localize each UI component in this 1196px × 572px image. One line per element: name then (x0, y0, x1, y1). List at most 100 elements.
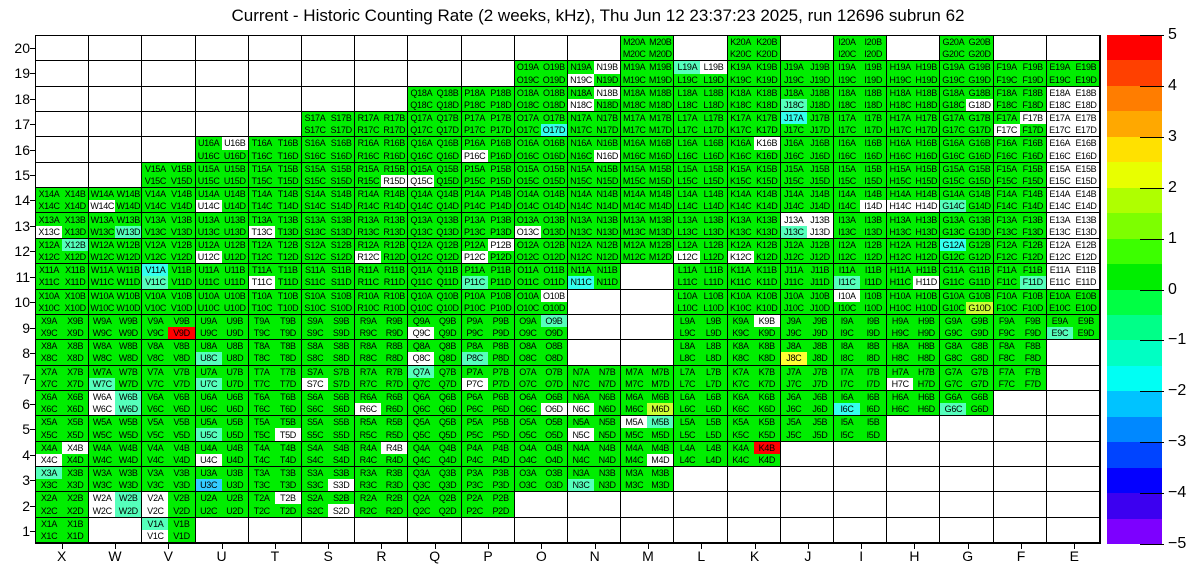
x-axis-label: V (163, 548, 173, 564)
grid-cell-N20 (568, 36, 622, 62)
grid-cell-F8: F8A F8B F8C F8D (993, 340, 1047, 366)
channel-label: T12A (248, 238, 275, 251)
channel-label: W4B (115, 441, 142, 454)
channel-label: P4D (487, 453, 514, 466)
grid-cell-K7: K7A K7B K7C K7D (727, 365, 781, 391)
channel-label: S8D (328, 352, 355, 365)
channel-label: S4B (328, 441, 355, 454)
channel-label: X12B (62, 238, 89, 251)
channel-label: R9A (355, 314, 382, 328)
channel-label: J10A (780, 289, 807, 302)
channel-label: H18C (887, 98, 914, 112)
grid-cell-O5: O5A O5B O5C O5D (514, 416, 568, 442)
channel-label: T8C (248, 352, 275, 365)
channel-label: H16C (887, 149, 914, 162)
channel-label: G16A (940, 137, 967, 150)
grid-cell-V17 (142, 112, 196, 138)
grid-cell-R10: R10A R10B R10C R10D (355, 289, 409, 315)
channel-label: F11B (1019, 264, 1046, 277)
channel-label: S17A (302, 112, 329, 125)
channel-label: P13B (487, 213, 514, 226)
channel-label: R12D (381, 250, 408, 264)
channel-label: H15A (887, 162, 914, 175)
channel-label: O3A (514, 466, 541, 480)
grid-cell-W3: W3A W3B W3C W3D (89, 466, 143, 493)
channel-label: W9B (115, 314, 142, 328)
channel-label: X9B (62, 314, 89, 328)
channel-label: S13A (302, 213, 329, 226)
channel-label: S16C (302, 149, 329, 162)
channel-label: I10C (834, 301, 861, 314)
grid-cell-E4 (1046, 441, 1100, 467)
channel-label: T13D (274, 225, 301, 238)
grid-cell-W4: W4A W4B W4C W4D (89, 441, 143, 467)
channel-label: S14D (328, 200, 355, 213)
channel-label: U3B (221, 466, 248, 480)
grid-cell-V13: V13A V13B V13C V13D (142, 213, 196, 239)
channel-label: L6B (700, 390, 727, 404)
channel-label: G12D (966, 250, 993, 264)
channel-label: M19D (647, 73, 674, 86)
grid-cell-L1 (674, 517, 728, 543)
channel-label: E16D (1072, 149, 1099, 162)
grid-cell-U5: U5A U5B U5C U5D (195, 416, 249, 442)
channel-label: S9D (328, 327, 355, 340)
channel-label: R13A (355, 213, 382, 226)
channel-label: E19A (1046, 61, 1073, 74)
channel-label: X11A (36, 264, 63, 277)
channel-label: K9D (753, 327, 780, 340)
channel-label: Q2C (408, 504, 435, 517)
channel-label: I14A (834, 188, 861, 201)
channel-label: T7A (248, 365, 275, 378)
channel-label: I14B (860, 188, 887, 201)
channel-label: T3B (274, 466, 301, 480)
channel-label: O15A (514, 162, 541, 175)
channel-label: R13C (355, 225, 382, 238)
channel-label: K15A (727, 162, 754, 175)
grid-cell-G18: G18A G18B G18C G18D (940, 86, 994, 113)
channel-label: I12C (834, 250, 861, 264)
channel-label: L13C (674, 225, 701, 238)
channel-label: T5B (274, 416, 301, 429)
channel-label: L12B (700, 238, 727, 251)
grid-cell-W11: W11A W11B W11C W11D (89, 264, 143, 290)
channel-label: G10A (940, 289, 967, 302)
channel-label: T3D (274, 479, 301, 492)
channel-label: P17B (487, 112, 514, 125)
channel-label: T13C (248, 225, 275, 238)
grid-cell-J12: J12A J12B J12C J12D (780, 238, 834, 265)
grid-cell-T7: T7A T7B T7C T7D (248, 365, 302, 391)
colorbar-band (1107, 187, 1162, 214)
channel-label: X6A (36, 390, 63, 404)
channel-label: J8C (780, 352, 807, 365)
channel-label: W5D (115, 428, 142, 441)
channel-label: L9B (700, 314, 727, 328)
channel-label: F11C (993, 276, 1020, 289)
channel-label: P14B (487, 188, 514, 201)
y-axis-label: 18 (14, 90, 30, 107)
channel-label: J10B (806, 289, 833, 302)
channel-label: I15D (860, 174, 887, 188)
channel-label: V14D (168, 200, 195, 213)
channel-label: U6B (221, 390, 248, 404)
channel-label: G15C (940, 174, 967, 188)
channel-label: X10B (62, 289, 89, 302)
grid-cell-N19: N19A N19B N19C N19D (568, 61, 622, 87)
channel-label: G17A (940, 112, 967, 125)
channel-label: J17C (780, 124, 807, 137)
channel-label: U13A (195, 213, 222, 226)
channel-label: H10A (887, 289, 914, 302)
channel-label: S8A (302, 340, 329, 353)
channel-label: L10C (674, 301, 701, 314)
channel-label: T16C (248, 149, 275, 162)
grid-cell-S17: S17A S17B S17C S17D (302, 112, 356, 138)
grid-cell-K10: K10A K10B K10C K10D (727, 289, 781, 315)
channel-label: L5A (674, 416, 701, 429)
channel-label: O13B (540, 213, 567, 226)
plot-grid: M20A M20B M20C M20D K20A K20B K20C K20D I20A I20B… (35, 35, 1101, 544)
channel-label: M5D (647, 428, 674, 441)
grid-cell-G4 (940, 441, 994, 467)
x-axis-tick (541, 544, 543, 549)
grid-cell-L14: L14A L14B L14C L14D (674, 188, 728, 214)
channel-label: L18C (674, 98, 701, 112)
